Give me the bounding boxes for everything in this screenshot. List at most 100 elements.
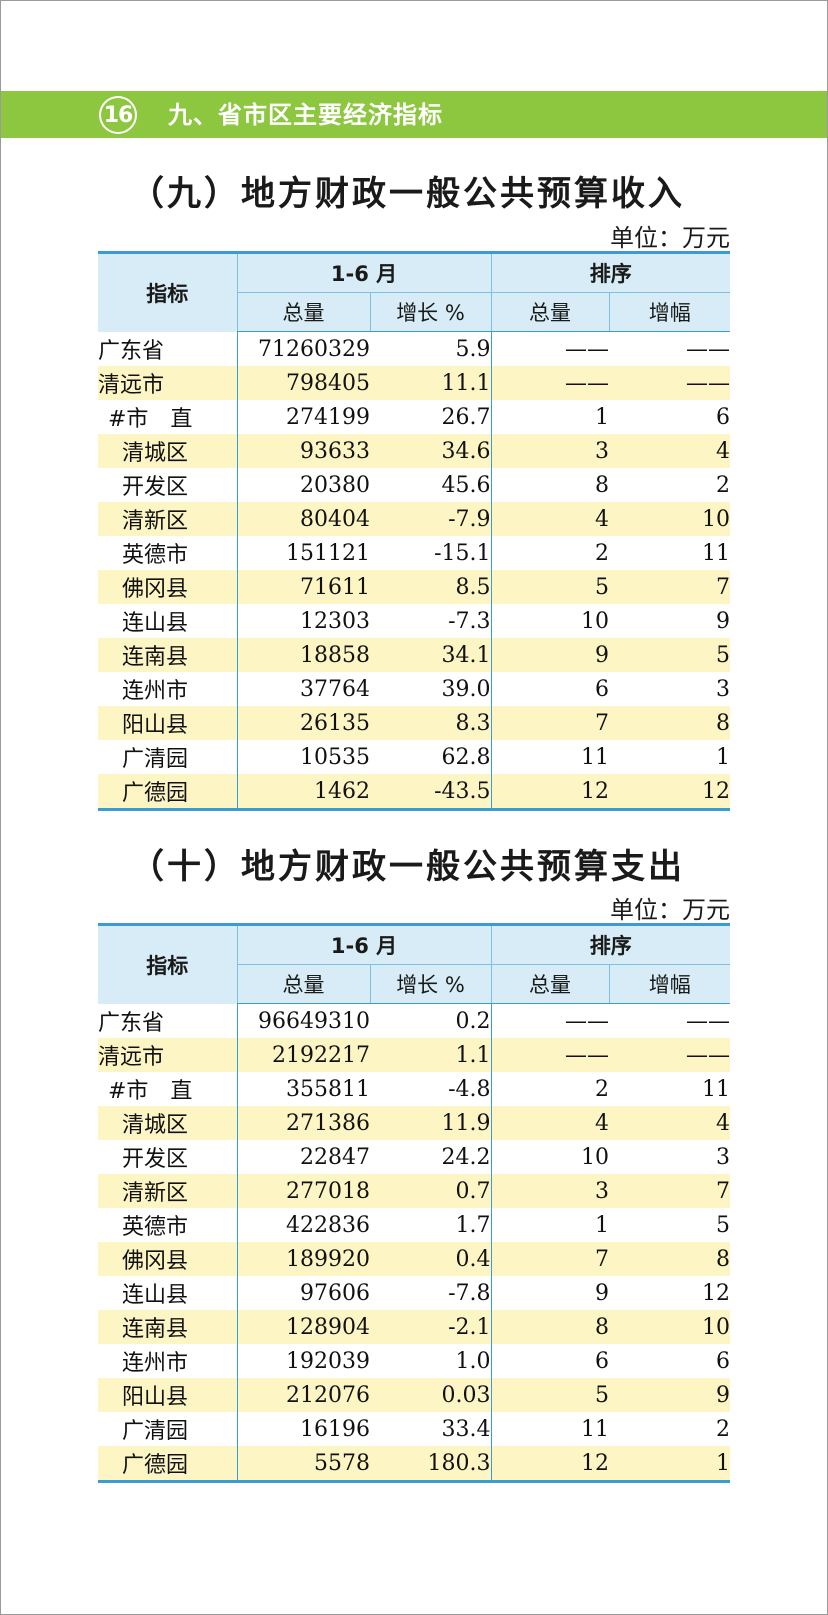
cell-rank-total: 1 xyxy=(595,404,610,430)
table-title-revenue: （九）地方财政一般公共预算收入 xyxy=(130,174,685,214)
header-growth: 增长 % xyxy=(369,292,492,332)
cell-rank-total: 7 xyxy=(491,1242,610,1276)
table-row: 广德园 1462 -43.5 12 12 xyxy=(98,774,731,811)
banner-title: 九、省市区主要经济指标 xyxy=(168,101,443,129)
row-name: 阳山县 xyxy=(98,706,238,740)
section-banner xyxy=(1,91,827,138)
cell-total: 212076 xyxy=(237,1378,370,1412)
cell-growth: 24.2 xyxy=(370,1140,492,1174)
cell-total: 18858 xyxy=(237,638,370,672)
cell-rank-growth: 3 xyxy=(716,676,731,702)
header-rank-total: 总量 xyxy=(490,292,610,332)
cell-rank-growth: 7 xyxy=(609,570,731,604)
cell-growth: 0.4 xyxy=(370,1242,492,1276)
cell-growth: 45.6 xyxy=(370,468,492,502)
cell-growth: 8.3 xyxy=(370,706,492,740)
table-row: 英德市 151121 -15.1 2 11 xyxy=(98,536,730,570)
cell-rank-total: —— xyxy=(491,1038,610,1072)
cell-total: 151121 xyxy=(286,540,370,566)
table-row: 广清园 10535 62.8 11 1 xyxy=(98,740,730,774)
table-row: 佛冈县 189920 0.4 7 8 xyxy=(98,1242,731,1276)
cell-total: 192039 xyxy=(286,1348,370,1374)
cell-rank-growth: 4 xyxy=(609,434,731,468)
unit-label-expenditure: 单位：万元 xyxy=(610,896,730,924)
unit-label-revenue: 单位：万元 xyxy=(610,224,730,252)
cell-rank-growth: 12 xyxy=(609,774,731,811)
table-row: 清城区 93633 34.6 3 4 xyxy=(98,434,731,468)
table-row: 连州市 37764 39.0 6 3 xyxy=(98,672,730,706)
table-row: 连山县 97606 -7.8 9 12 xyxy=(98,1276,730,1310)
cell-total: 189920 xyxy=(237,1242,370,1276)
cell-rank-growth: 7 xyxy=(609,1174,731,1208)
cell-growth: -2.1 xyxy=(370,1310,492,1344)
cell-rank-total: 12 xyxy=(491,1446,610,1483)
cell-rank-total: 11 xyxy=(581,1416,610,1442)
cell-rank-total: 11 xyxy=(581,744,610,770)
cell-rank-total: 5 xyxy=(491,1378,610,1412)
cell-total: 80404 xyxy=(237,502,370,536)
table-row: 开发区 20380 45.6 8 2 xyxy=(98,468,730,502)
row-name: 佛冈县 xyxy=(98,570,238,604)
cell-growth: -43.5 xyxy=(370,774,492,811)
cell-growth: 39.0 xyxy=(370,672,492,706)
table-row: 连南县 128904 -2.1 8 10 xyxy=(98,1310,731,1344)
row-name: 连州市 xyxy=(98,1344,238,1378)
cell-rank-total: 5 xyxy=(491,570,610,604)
cell-rank-growth: 5 xyxy=(609,638,731,672)
cell-growth: 34.6 xyxy=(370,434,492,468)
cell-total: 5578 xyxy=(237,1446,370,1483)
table-row: 清新区 80404 -7.9 4 10 xyxy=(98,502,731,536)
cell-growth: 33.4 xyxy=(370,1412,492,1446)
cell-rank-growth: 10 xyxy=(609,1310,731,1344)
cell-growth: 5.9 xyxy=(370,331,492,366)
expenditure-table: 指标 1-6 月 排序 总量 增长 % 总量 增幅 广东省 96649310 0.2… xyxy=(98,923,731,1483)
cell-rank-total: —— xyxy=(491,366,610,400)
table-row: #市 直 274199 26.7 1 6 xyxy=(98,400,730,434)
header-rank: 排序 xyxy=(490,251,731,293)
cell-rank-growth: 6 xyxy=(716,404,731,430)
table-row: 阳山县 26135 8.3 7 8 xyxy=(98,706,731,740)
cell-total: 422836 xyxy=(286,1212,370,1238)
cell-rank-total: —— xyxy=(565,336,610,362)
row-name: 英德市 xyxy=(98,536,238,570)
row-name: 广德园 xyxy=(98,1446,238,1483)
cell-growth: -4.8 xyxy=(370,1072,492,1106)
row-name: 连南县 xyxy=(98,1310,238,1344)
row-name: 连南县 xyxy=(98,638,238,672)
cell-rank-total: 4 xyxy=(491,1106,610,1140)
cell-rank-total: 10 xyxy=(581,608,610,634)
row-name: 佛冈县 xyxy=(98,1242,238,1276)
cell-growth: 0.2 xyxy=(370,1003,492,1038)
table-title-expenditure: （十）地方财政一般公共预算支出 xyxy=(130,847,685,887)
table-row: 清新区 277018 0.7 3 7 xyxy=(98,1174,731,1208)
cell-rank-total: 3 xyxy=(491,434,610,468)
cell-total: 16196 xyxy=(300,1416,370,1442)
header-period: 1-6 月 xyxy=(236,923,492,965)
cell-total: 274199 xyxy=(286,404,370,430)
cell-rank-total: 8 xyxy=(491,1310,610,1344)
table-row: #市 直 355811 -4.8 2 11 xyxy=(98,1072,730,1106)
cell-total: 12303 xyxy=(300,608,370,634)
table-row: 连山县 12303 -7.3 10 9 xyxy=(98,604,730,638)
cell-rank-total: 6 xyxy=(595,676,610,702)
row-name: #市 直 xyxy=(98,400,238,434)
row-name: 广清园 xyxy=(98,1412,238,1446)
cell-rank-growth: 2 xyxy=(716,1416,731,1442)
row-name: 清远市 xyxy=(98,366,238,400)
row-name: 连山县 xyxy=(98,1276,238,1310)
header-rank: 排序 xyxy=(490,923,731,965)
table-row: 开发区 22847 24.2 10 3 xyxy=(98,1140,730,1174)
table-row: 广东省 96649310 0.2 —— —— xyxy=(98,1003,730,1038)
cell-total: 26135 xyxy=(237,706,370,740)
revenue-table: 指标 1-6 月 排序 总量 增长 % 总量 增幅 广东省 71260329 5.9… xyxy=(98,251,731,811)
header-rank-total: 总量 xyxy=(490,964,610,1004)
cell-growth: 180.3 xyxy=(370,1446,492,1483)
cell-rank-growth: 9 xyxy=(609,1378,731,1412)
table-row: 阳山县 212076 0.03 5 9 xyxy=(98,1378,731,1412)
cell-rank-total: 2 xyxy=(595,1076,610,1102)
row-name: 阳山县 xyxy=(98,1378,238,1412)
cell-rank-total: 4 xyxy=(491,502,610,536)
cell-rank-growth: —— xyxy=(609,366,731,400)
table-row: 广德园 5578 180.3 12 1 xyxy=(98,1446,731,1483)
cell-rank-growth: 6 xyxy=(716,1348,731,1374)
